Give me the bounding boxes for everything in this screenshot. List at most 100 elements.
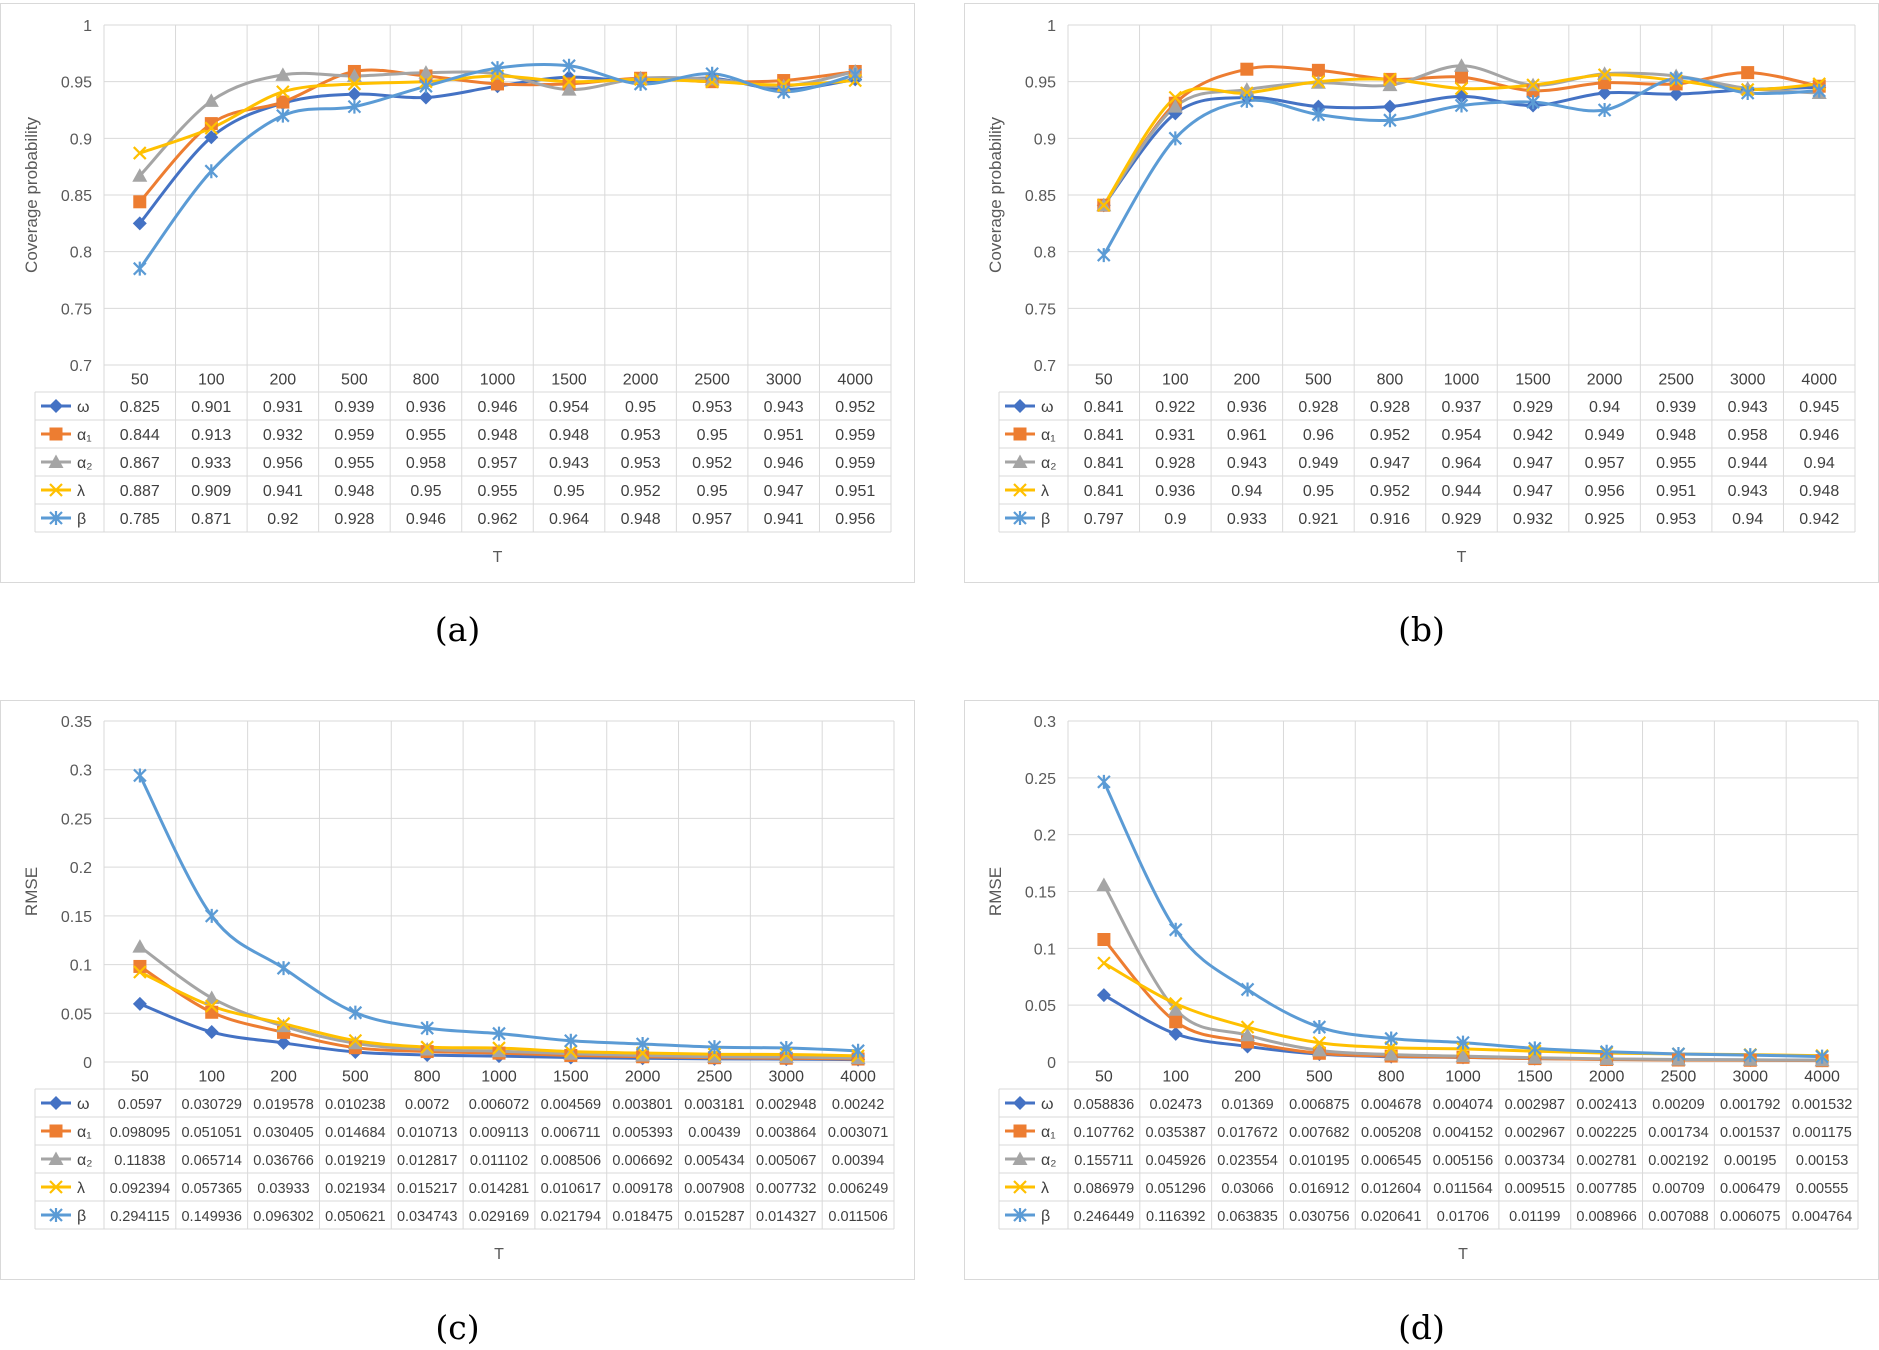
table-cell: 0.002781 — [1576, 1153, 1636, 1169]
table-cell: 0.841 — [1084, 427, 1124, 444]
x-tick-label: 2500 — [694, 372, 730, 389]
y-tick-label: 0.9 — [70, 131, 92, 148]
x-tick-label: 2500 — [1658, 372, 1694, 389]
x-tick-label: 100 — [198, 372, 225, 389]
table-cell: 0.116392 — [1146, 1209, 1205, 1225]
table-cell: 0.11838 — [114, 1153, 165, 1169]
table-cell: 0.00394 — [832, 1153, 884, 1169]
table-cell: 0.955 — [406, 427, 446, 444]
legend-key-marker — [49, 1124, 63, 1138]
table-cell: 0.931 — [1155, 427, 1195, 444]
table-cell: 0.036766 — [253, 1153, 313, 1169]
table-cell: 0.063835 — [1217, 1209, 1277, 1225]
data-point — [1671, 1046, 1686, 1061]
table-cell: 0.928 — [1370, 399, 1410, 416]
table-cell: 0.010238 — [325, 1097, 385, 1113]
y-tick-label: 0.25 — [61, 811, 92, 828]
table-cell: 0.921 — [1298, 511, 1338, 528]
table-cell: 0.001532 — [1792, 1097, 1852, 1113]
data-point — [204, 164, 219, 179]
y-tick-label: 0.15 — [1025, 885, 1056, 902]
data-point — [1096, 198, 1111, 212]
y-tick-label: 0.95 — [1025, 75, 1056, 92]
table-cell: 0.951 — [764, 427, 804, 444]
data-point — [564, 1044, 578, 1059]
legend-label: α₂ — [77, 1152, 92, 1169]
legend-label: ω — [1041, 1096, 1054, 1113]
data-point — [1384, 1031, 1398, 1046]
caption-b: (b) — [1398, 610, 1445, 649]
legend-label: α₁ — [77, 427, 92, 444]
table-cell: 0.933 — [1227, 511, 1267, 528]
x-tick-label: 3000 — [1730, 372, 1766, 389]
data-point — [1599, 1044, 1614, 1059]
table-cell: 0.946 — [764, 455, 804, 472]
data-point — [418, 90, 433, 105]
table-cell: 0.006075 — [1720, 1209, 1780, 1225]
x-tick-label: 500 — [342, 1069, 369, 1086]
table-cell: 0.007732 — [756, 1181, 816, 1197]
y-tick-label: 0.7 — [70, 358, 92, 375]
legend-label: α₂ — [77, 455, 92, 472]
y-tick-label: 0.05 — [61, 1006, 92, 1023]
data-point — [275, 67, 291, 81]
table-cell: 0.841 — [1084, 483, 1124, 500]
legend-key — [41, 454, 71, 468]
table-cell: 0.006072 — [469, 1097, 529, 1113]
x-axis-title: T — [1458, 1246, 1468, 1263]
table-cell: 0.947 — [1370, 455, 1410, 472]
table-cell: 0.058836 — [1074, 1097, 1134, 1113]
legend-key-marker — [48, 454, 64, 468]
table-cell: 0.952 — [1370, 483, 1410, 500]
table-cell: 0.155711 — [1074, 1153, 1133, 1169]
table-cell: 0.001175 — [1792, 1125, 1851, 1141]
table-cell: 0.096302 — [253, 1209, 313, 1225]
table-cell: 0.003734 — [1505, 1153, 1565, 1169]
table-cell: 0.92 — [267, 511, 298, 528]
data-point — [1312, 1035, 1327, 1050]
table-cell: 0.96 — [1303, 427, 1334, 444]
x-tick-label: 500 — [1306, 1069, 1333, 1086]
data-point — [492, 1041, 506, 1055]
data-point — [276, 1035, 291, 1050]
y-tick-label: 0.3 — [1034, 714, 1056, 731]
table-cell: 0.149936 — [181, 1209, 241, 1225]
table-cell: 0.955 — [477, 483, 517, 500]
legend-key — [41, 1180, 71, 1194]
table-cell: 0.030405 — [253, 1125, 313, 1141]
table-cell: 0.007908 — [684, 1181, 744, 1197]
table-cell: 0.958 — [1728, 427, 1768, 444]
table-cell: 0.947 — [1513, 483, 1553, 500]
table-cell: 0.943 — [1728, 399, 1768, 416]
series-line — [1102, 73, 1820, 207]
table-cell: 0.95 — [553, 483, 584, 500]
legend-key — [1005, 511, 1035, 525]
table-cell: 0.948 — [1799, 483, 1839, 500]
data-point — [132, 939, 148, 953]
data-point — [1455, 70, 1468, 84]
table-cell: 0.012817 — [397, 1153, 457, 1169]
table-cell: 0.03933 — [257, 1181, 309, 1197]
data-point — [562, 58, 576, 73]
x-tick-label: 2000 — [623, 372, 659, 389]
table-cell: 0.020641 — [1361, 1209, 1421, 1225]
table-cell: 0.006692 — [612, 1153, 672, 1169]
legend-key-marker — [1013, 1180, 1027, 1194]
table-cell: 0.005067 — [756, 1153, 816, 1169]
data-point — [1740, 86, 1755, 100]
legend-key-marker — [48, 1151, 64, 1165]
data-point — [276, 108, 290, 123]
table-cell: 0.006545 — [1361, 1153, 1421, 1169]
x-tick-label: 4000 — [837, 372, 873, 389]
data-point — [1454, 58, 1469, 72]
series-line — [138, 62, 856, 270]
table-cell: 0.030729 — [181, 1097, 241, 1113]
table-cell: 0.015287 — [684, 1209, 744, 1225]
x-tick-label: 200 — [270, 372, 297, 389]
data-point — [1097, 956, 1111, 970]
data-point — [276, 961, 291, 976]
x-tick-label: 3000 — [1732, 1069, 1768, 1086]
legend-key — [41, 399, 71, 413]
x-tick-label: 500 — [1305, 372, 1332, 389]
legend-key — [1005, 1208, 1035, 1222]
